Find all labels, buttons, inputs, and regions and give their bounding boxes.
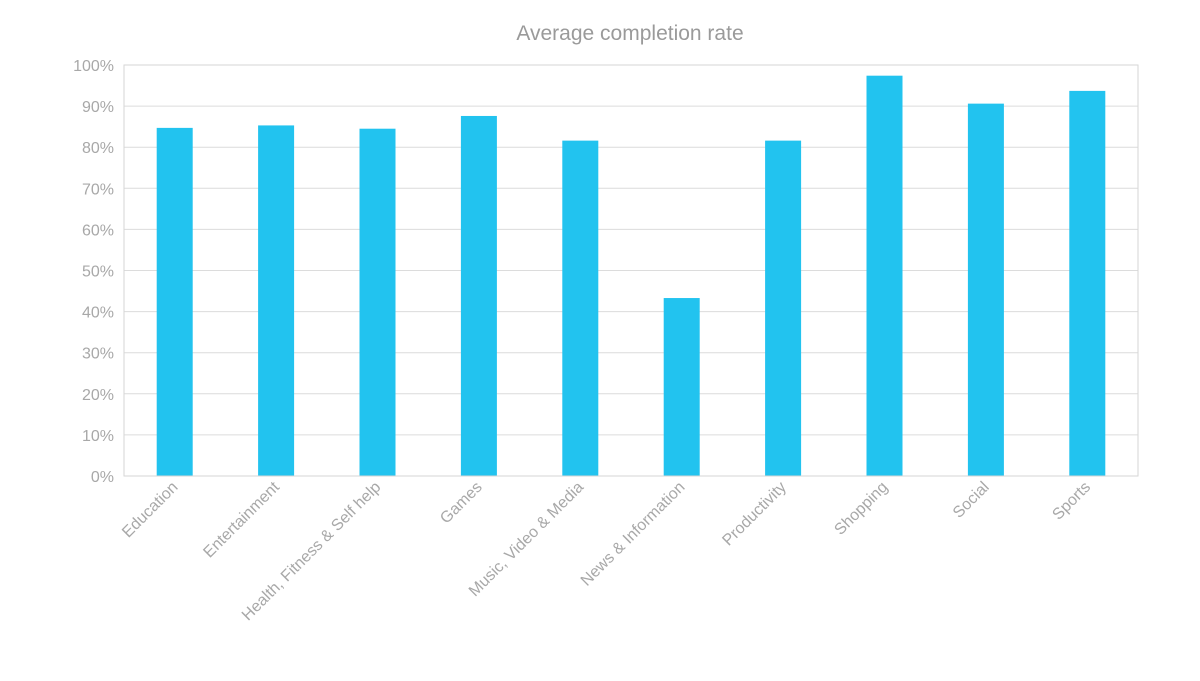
x-tick-label: Music, Video & Media bbox=[466, 479, 587, 600]
bar-education bbox=[156, 127, 193, 477]
y-tick-label: 40% bbox=[82, 305, 114, 322]
bars bbox=[156, 75, 1106, 477]
bar-shopping bbox=[866, 75, 903, 476]
y-tick-label: 100% bbox=[73, 58, 114, 75]
x-tick-label: Education bbox=[119, 479, 181, 541]
bar-sports bbox=[1069, 90, 1106, 476]
bar-music-video-media bbox=[562, 140, 599, 476]
bar-entertainment bbox=[258, 125, 295, 477]
chart-title: Average completion rate bbox=[516, 22, 743, 45]
bar-social bbox=[967, 103, 1004, 476]
plot-frame bbox=[123, 64, 1139, 477]
x-tick-label: Productivity bbox=[719, 479, 790, 550]
x-tick-label: Social bbox=[950, 479, 993, 522]
y-tick-label: 30% bbox=[82, 346, 114, 363]
x-tick-label: Games bbox=[437, 479, 485, 527]
x-tick-label: Sports bbox=[1049, 479, 1094, 524]
y-tick-label: 10% bbox=[82, 428, 114, 445]
y-tick-label: 50% bbox=[82, 264, 114, 281]
x-tick-label: Shopping bbox=[831, 479, 891, 539]
bar-health-fitness-self-help bbox=[359, 128, 396, 476]
y-tick-label: 0% bbox=[91, 469, 114, 486]
y-tick-label: 90% bbox=[82, 99, 114, 116]
y-tick-label: 20% bbox=[82, 387, 114, 404]
x-tick-label: News & Information bbox=[578, 479, 689, 590]
bar-games bbox=[460, 115, 497, 477]
y-tick-label: 60% bbox=[82, 222, 114, 239]
bar-productivity bbox=[765, 140, 802, 476]
x-tick-label: Entertainment bbox=[200, 478, 283, 561]
bar-news-information bbox=[663, 298, 700, 476]
y-axis-tick-labels: 0% 10% 20% 30% 40% 50% 60% 70% 80% 90% 100% bbox=[73, 58, 114, 486]
y-tick-label: 80% bbox=[82, 140, 114, 157]
y-tick-label: 70% bbox=[82, 181, 114, 198]
